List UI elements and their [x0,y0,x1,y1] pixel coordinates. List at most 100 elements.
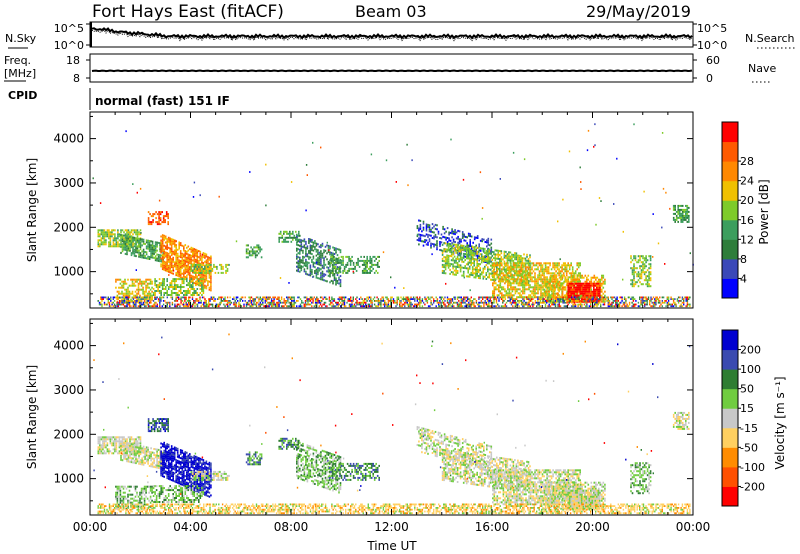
power-cell [118,301,121,304]
power-cell [425,229,428,232]
power-cell [588,294,591,297]
power-cell [455,269,457,272]
power-cell [685,208,687,211]
power-cell [643,279,646,282]
power-cell [121,236,124,239]
power-cell [186,294,188,296]
power-cell [508,268,511,271]
power-cell [198,301,200,304]
power-cell [121,248,124,251]
power-cell [458,238,461,241]
power-cell [558,290,560,293]
power-cell [360,303,362,306]
power-cell [467,267,469,270]
power-cell [265,305,268,308]
power-cell [516,280,518,283]
power-cell [103,233,106,236]
power-cell [189,248,191,251]
power-cell [558,264,560,267]
freq-label-line2: [MHz] [4,67,36,80]
power-cell [559,266,562,269]
power-cell [160,251,162,254]
power-cell [577,286,580,289]
power-cell [160,235,162,238]
power-cell [154,303,156,306]
power-cell [292,238,294,241]
power-cell [604,280,606,283]
power-cell [148,258,151,260]
power-cell [332,280,334,283]
power-cell [558,280,561,283]
power-cell [545,282,547,285]
power-cell [568,282,571,285]
power-cell [207,265,209,268]
power-cell [179,286,182,288]
power-cell [335,259,337,262]
power-cell [372,255,374,258]
power-cell [504,274,506,277]
power-cell [107,298,109,300]
power-cell [680,216,682,219]
power-cell [163,236,165,239]
power-cell [478,243,480,246]
power-cell [323,279,325,282]
power-cell [155,211,157,214]
power-cell [525,268,527,271]
power-cell [458,252,461,255]
power-cell [226,267,229,270]
power-cell [189,254,191,257]
power-cell [599,296,601,299]
power-cell [295,230,297,233]
power-cell [461,233,464,236]
power-cell [326,270,328,273]
power-cell [649,267,652,270]
power-cell [529,272,532,275]
power-cell [580,296,583,299]
power-cell [631,283,634,286]
power-cell [214,298,216,300]
power-cell [459,248,462,251]
power-cell [377,300,380,302]
power-cell [176,268,179,271]
power-cell [131,296,133,299]
power-cell [317,271,319,274]
power-cell [499,264,502,267]
power-cell [180,301,182,304]
power-cell [323,275,325,278]
power-cell [308,303,310,306]
power-cell [686,204,689,207]
power-cell [126,245,128,248]
power-cell [179,262,182,265]
power-cell [98,301,101,304]
power-cell [201,288,203,290]
power-cell [123,301,126,304]
power-cell [552,290,555,293]
power-cell [427,225,429,228]
power-cell [424,239,426,241]
power-cell [300,259,303,262]
power-cell [639,257,641,260]
power-cell [504,270,506,273]
power-cell [593,284,595,287]
power-cell [176,284,179,287]
power-cell [451,242,453,245]
power-cell [150,244,152,247]
power-cell [544,264,547,267]
power-cell [300,261,303,264]
power-cell [166,258,168,261]
power-cell [636,281,638,284]
power-cell [145,253,148,256]
power-cell [504,282,506,285]
power-cell [311,296,313,299]
power-cell [245,303,248,306]
power-cell [339,285,342,288]
power-cell [205,287,208,290]
power-cell [584,286,586,289]
power-cell [352,296,354,299]
power-cell [640,271,643,274]
power-cell [453,243,456,246]
power-cell [189,278,191,281]
power-cell [181,296,184,299]
power-cell [505,262,508,265]
power-cell [148,250,151,252]
